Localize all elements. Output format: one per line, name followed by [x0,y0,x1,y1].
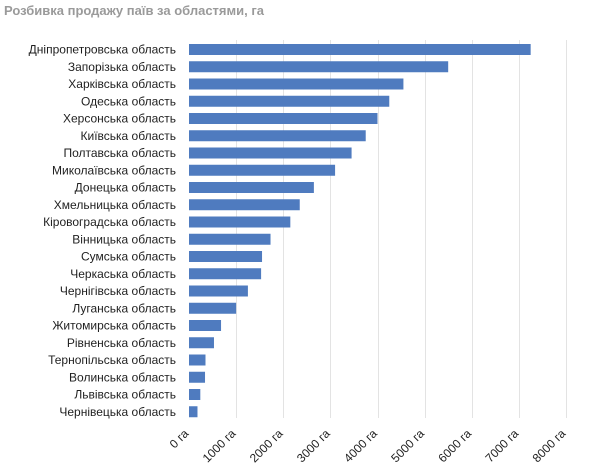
x-tick-labels: 0 га 1000 га 2000 га 3000 га 4000 га 5000 га 6… [167,426,569,465]
category-label: Тернопільська область [48,353,176,367]
category-label: Дніпропетровська область [29,43,176,57]
bar [189,199,300,211]
category-label: Херсонська область [63,112,176,126]
bar [189,78,404,90]
bar [189,44,531,55]
bar [189,389,201,400]
category-label: Полтавська область [63,146,176,160]
bar [189,337,214,349]
category-label: Черкаська область [70,267,176,281]
category-label: Запорізька область [68,60,176,74]
bar [189,95,390,107]
bars [189,44,531,418]
category-label: Харківська область [68,77,176,91]
bar [189,61,449,73]
x-tick-label: 4000 га [341,426,380,465]
category-label: Хмельницька область [54,198,176,212]
x-tick-label: 8000 га [530,426,569,465]
category-label: Вінницька область [72,232,176,246]
x-tick-label: 0 га [167,426,192,451]
bar [189,251,263,262]
bar [189,113,378,124]
bar [189,354,206,366]
bar [189,268,262,280]
x-tick-label: 3000 га [294,426,333,465]
category-label: Рівненська область [67,336,176,350]
gridlines [236,40,567,418]
category-label: Львівська область [74,388,176,402]
bar [189,285,248,297]
category-label: Волинська область [69,370,176,384]
bar [189,216,291,228]
category-label: Чернівецька область [59,405,176,419]
x-tick-label: 6000 га [435,426,474,465]
bar [189,147,352,159]
category-label: Одеська область [81,94,176,108]
x-tick-label: 5000 га [388,426,427,465]
bar [189,320,222,331]
bar [189,233,271,245]
category-label: Сумська область [81,250,176,264]
category-label: Миколаївська область [52,163,176,177]
x-tick-label: 1000 га [200,426,239,465]
bar [189,371,206,383]
category-label: Чернігівська область [60,284,176,298]
x-tick-label: 7000 га [482,426,521,465]
bar [189,302,237,314]
bar [189,182,314,193]
category-label: Київська область [81,129,176,143]
category-label: Кіровоградська область [43,215,176,229]
category-label: Луганська область [72,301,176,315]
bar [189,406,198,418]
chart-title: Розбивка продажу паїв за областями, га [4,3,264,18]
category-label: Донецька область [75,181,176,195]
category-labels: Дніпропетровська область Запорізька облас… [29,43,176,419]
category-label: Житомирська область [52,319,176,333]
bar [189,130,366,142]
x-tick-label: 2000 га [247,426,286,465]
bar [189,164,336,176]
